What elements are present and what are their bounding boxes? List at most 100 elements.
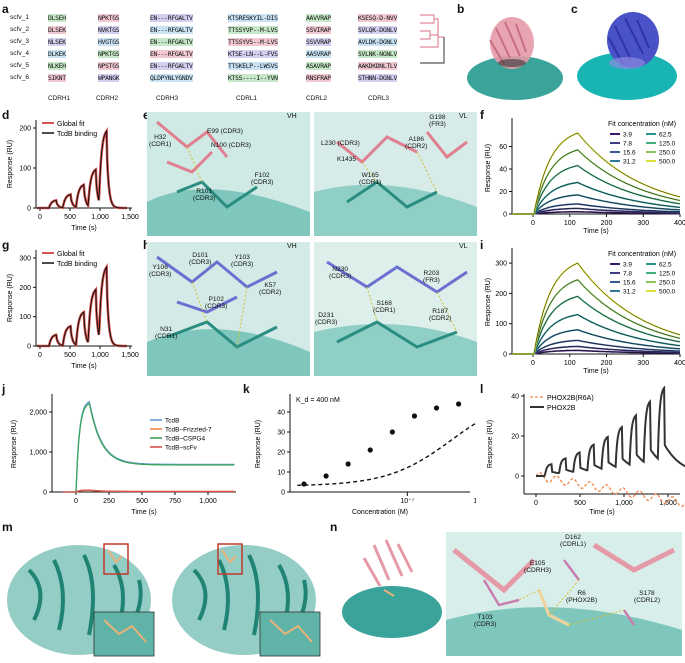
residue-label: L230 (CDR3) xyxy=(321,140,360,147)
legend-label: 500.0 xyxy=(659,159,676,166)
fit-overlay-line xyxy=(512,329,681,355)
x-tick-label: 0 xyxy=(534,500,538,507)
sequence-segment: AAVVRAP xyxy=(306,14,331,22)
panel-label-a: a xyxy=(2,2,9,16)
panel-label-n: n xyxy=(330,520,338,534)
fit-overlay-line xyxy=(512,314,681,355)
x-tick-label: 250 xyxy=(103,498,115,505)
phylogenetic-tree xyxy=(420,14,445,64)
legend-label: 31.2 xyxy=(623,289,636,296)
x-tick-label: 0 xyxy=(531,360,535,367)
y-tick-label: 300 xyxy=(495,261,507,268)
sequence-segment: NPSTGS xyxy=(98,62,120,70)
legend-label: TcdB binding xyxy=(57,131,97,138)
x-tick-label: 1,500 xyxy=(659,500,677,507)
sensorgram-line xyxy=(62,402,235,493)
fit-overlay-line xyxy=(512,182,681,215)
legend-label: PHOX2B(R6A) xyxy=(547,395,594,402)
sequence-segment: KTSE-LN--L-FVS xyxy=(228,50,278,58)
residue-label: R101 (CDR3) xyxy=(193,188,216,203)
sequence-segment: SVLNK-NGNLV xyxy=(358,50,398,58)
y-tick-label: 200 xyxy=(19,285,31,292)
y-tick-label: 0 xyxy=(281,490,285,497)
binding-line xyxy=(37,265,127,347)
x-tick-label: 1,500 xyxy=(121,352,139,359)
legend-label: 62.5 xyxy=(659,262,672,269)
x-axis-title: Time (s) xyxy=(583,368,608,375)
sequence-segment: STHNN-DGNLV xyxy=(358,74,398,82)
legend-label: 250.0 xyxy=(659,150,676,157)
structure-view-left xyxy=(7,543,155,657)
residue-label: R203 (FR3) xyxy=(423,270,440,285)
legend-label: Global fit xyxy=(57,121,85,128)
residue-label: G198 (FR3) xyxy=(429,114,446,129)
residue-label: Y106 (CDR3) xyxy=(149,264,172,279)
panel-f-chart: 0 20 40 60 0 100 200 300 400 3.9 7.8 15.6 31.2 62.5 12… xyxy=(485,118,685,235)
sequence-segment: NPKTGS xyxy=(98,50,120,58)
legend-label: 7.8 xyxy=(623,271,632,278)
sequence-segment: EN---RFGALTV xyxy=(150,50,193,58)
binding-line xyxy=(37,129,127,209)
sensorgram-line xyxy=(62,489,235,493)
legend-label: TcdB binding xyxy=(57,261,97,268)
sequence-segment: TTSSYVP--M-LVS xyxy=(228,26,278,34)
vh-tag: VH xyxy=(287,113,297,120)
residue-label: S178 (CDRL2) xyxy=(634,590,661,605)
global-fit-line xyxy=(37,126,127,210)
panel-e-structure: VH VL H32 (CDR1) E99 (CDR3) N100 (CDR3) F10… xyxy=(147,112,477,236)
y-axis-title: Response (RU) xyxy=(7,140,14,188)
y-tick-label: 100 xyxy=(19,166,31,173)
sequence-segment: TTSKELP--LWSVS xyxy=(228,62,278,70)
legend-label: TcdB–CSPG4 xyxy=(165,436,205,443)
x-tick-label: 10⁻⁷ xyxy=(400,498,414,505)
legend-label: TcdB–scFv xyxy=(165,445,198,452)
x-tick-label: 750 xyxy=(169,498,181,505)
x-tick-label: 1,000 xyxy=(91,214,109,221)
x-tick-label: 300 xyxy=(637,360,649,367)
residue-label: D162 (CDRL1) xyxy=(560,534,587,549)
x-tick-label: 0 xyxy=(38,352,42,359)
panel-b-structure xyxy=(460,8,568,104)
data-point xyxy=(433,405,440,411)
cdr-label: CDRH2 xyxy=(96,95,119,102)
x-tick-label: 200 xyxy=(601,220,613,227)
panel-label-c: c xyxy=(571,2,578,16)
cdr-label: CDRL2 xyxy=(306,95,327,102)
fit-overlay-line xyxy=(512,165,681,215)
fit-overlay-line xyxy=(512,262,681,355)
data-point xyxy=(367,447,373,453)
sequence-segment: SVLQK-DGNLV xyxy=(358,26,398,34)
residue-label: Y103 (CDR3) xyxy=(231,254,254,269)
residue-label: N100 (CDR3) xyxy=(211,142,251,149)
sequence-segment: AVLDK-DGNLV xyxy=(358,38,398,46)
sequence-name: scfv_1 xyxy=(10,14,30,21)
y-tick-label: 10 xyxy=(277,470,285,477)
sequence-name: scfv_4 xyxy=(10,50,30,57)
legend-label: 125.0 xyxy=(659,271,676,278)
data-point xyxy=(389,429,395,435)
y-axis-title: Response (RU) xyxy=(7,274,14,322)
structure-view-right xyxy=(172,543,321,657)
legend-label: 250.0 xyxy=(659,280,676,287)
legend-label: 62.5 xyxy=(659,132,672,139)
sequence-segment: RNSFRAP xyxy=(306,74,331,82)
residue-label: T103 (CDR3) xyxy=(474,614,497,629)
x-tick-label: 400 xyxy=(674,220,685,227)
phox2b-r6a-line xyxy=(535,472,685,508)
vl-tag: VL xyxy=(459,243,468,250)
fit-overlay-line xyxy=(512,296,681,355)
residue-label: N230 (CDR3) xyxy=(329,266,352,281)
sequence-segment: HVGTGS xyxy=(98,38,120,46)
panel-m-structure xyxy=(4,530,328,658)
y-tick-label: 20 xyxy=(499,189,507,196)
panel-label-j: j xyxy=(2,382,6,396)
global-fit-line xyxy=(37,262,127,348)
x-tick-label: 200 xyxy=(601,360,613,367)
concentration-curve xyxy=(512,132,681,215)
y-tick-label: 0 xyxy=(27,206,31,213)
panel-n-structure: D162 (CDRL1) E105 (CDRH3) R6 (PHOX2B) T103 … xyxy=(334,530,684,658)
y-tick-label: 0 xyxy=(503,352,507,359)
x-axis-title: Time (s) xyxy=(131,509,156,516)
panel-c-structure xyxy=(575,8,683,104)
sequence-segment: EN---RFGALTV xyxy=(150,38,193,46)
